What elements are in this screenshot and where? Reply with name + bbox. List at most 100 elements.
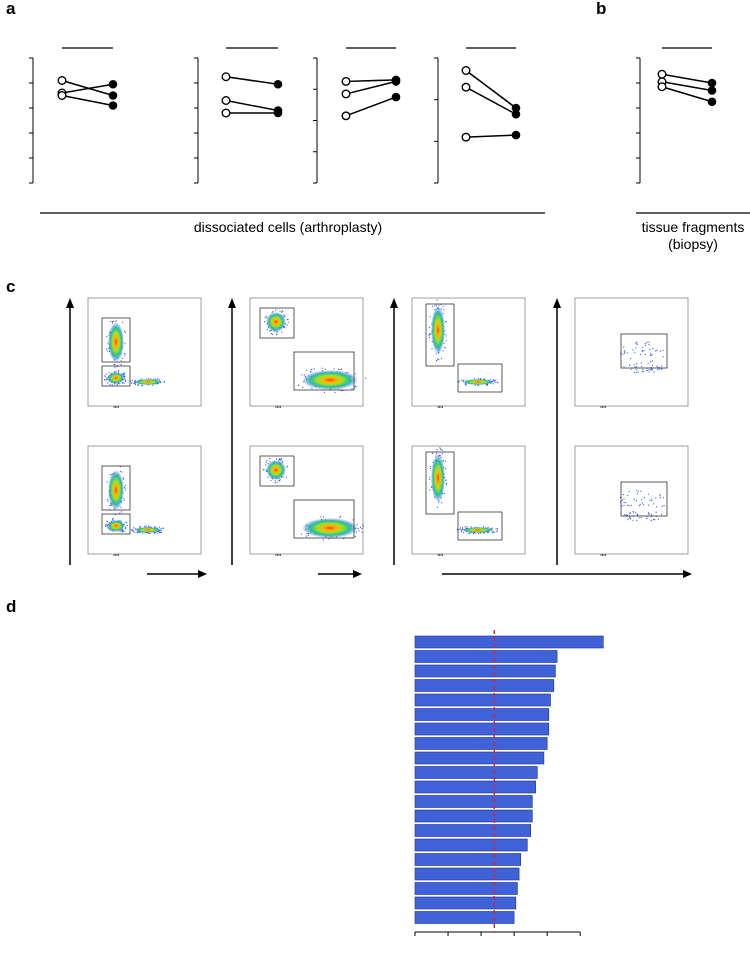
event-dot bbox=[460, 529, 462, 531]
event-dot bbox=[643, 504, 645, 506]
event-dot bbox=[278, 458, 280, 460]
event-dot bbox=[657, 369, 659, 371]
event-dot bbox=[137, 384, 139, 386]
event-dot bbox=[661, 505, 663, 507]
event-dot bbox=[644, 344, 646, 346]
event-dot bbox=[262, 469, 264, 471]
event-dot bbox=[362, 526, 365, 528]
event-dot bbox=[124, 484, 126, 486]
event-dot bbox=[492, 531, 494, 533]
flow-plot bbox=[411, 297, 526, 408]
event-dot bbox=[629, 364, 631, 366]
event-dot bbox=[121, 471, 123, 473]
frozen-point bbox=[108, 91, 118, 100]
event-dot bbox=[124, 521, 126, 523]
event-dot bbox=[111, 320, 114, 323]
event-dot bbox=[281, 311, 283, 313]
event-dot bbox=[445, 321, 447, 323]
event-dot bbox=[340, 390, 342, 392]
gate bbox=[101, 317, 131, 363]
event-dot bbox=[650, 361, 652, 363]
event-dot bbox=[623, 514, 625, 516]
density-hotspot bbox=[108, 470, 124, 510]
event-dot bbox=[632, 519, 634, 521]
event-dot bbox=[297, 384, 299, 386]
event-dot bbox=[459, 527, 461, 529]
density-hotspot bbox=[462, 379, 494, 385]
event-dot bbox=[429, 489, 431, 491]
event-dot bbox=[478, 533, 480, 535]
event-dot bbox=[264, 317, 266, 319]
panel-letter-d: d bbox=[6, 597, 16, 616]
event-dot bbox=[323, 516, 325, 518]
event-dot bbox=[648, 371, 650, 373]
event-dot bbox=[495, 379, 497, 381]
event-dot bbox=[635, 342, 637, 344]
event-dot bbox=[124, 331, 127, 333]
event-dot bbox=[650, 513, 653, 515]
event-dot bbox=[636, 493, 639, 495]
event-dot bbox=[123, 499, 125, 501]
density-hotspot bbox=[134, 379, 162, 385]
event-dot bbox=[634, 351, 636, 353]
event-dot bbox=[474, 384, 476, 387]
pathway-bar bbox=[414, 853, 521, 866]
event-dot bbox=[462, 531, 464, 534]
event-dot bbox=[118, 370, 120, 372]
event-dot bbox=[656, 506, 658, 508]
event-dot bbox=[636, 513, 638, 515]
event-dot bbox=[429, 467, 431, 469]
flow-plot bbox=[87, 297, 202, 408]
event-dot bbox=[624, 352, 626, 354]
plot-frame bbox=[411, 445, 526, 555]
event-dot bbox=[633, 364, 635, 366]
event-dot bbox=[341, 368, 343, 370]
event-dot bbox=[276, 481, 278, 483]
event-dot bbox=[627, 504, 629, 506]
event-dot bbox=[662, 349, 664, 351]
event-dot bbox=[324, 368, 326, 370]
event-dot bbox=[445, 479, 447, 481]
plot-frame bbox=[574, 297, 689, 407]
event-dot bbox=[126, 522, 128, 524]
pair-line bbox=[61, 94, 114, 107]
event-dot bbox=[652, 503, 655, 505]
density-hotspot bbox=[107, 520, 125, 532]
event-dot bbox=[647, 363, 649, 365]
event-dot bbox=[441, 453, 443, 455]
event-dot bbox=[460, 531, 462, 533]
event-dot bbox=[651, 368, 653, 370]
event-dot bbox=[659, 496, 662, 499]
event-dot bbox=[270, 333, 272, 335]
event-dot bbox=[126, 525, 128, 527]
gate bbox=[620, 333, 668, 369]
event-dot bbox=[621, 505, 623, 507]
event-dot bbox=[122, 530, 124, 532]
event-dot bbox=[438, 359, 440, 361]
event-dot bbox=[121, 357, 124, 359]
pathway-bar bbox=[414, 795, 533, 808]
event-dot bbox=[628, 505, 630, 507]
pair-line bbox=[661, 86, 713, 103]
event-dot bbox=[310, 370, 312, 373]
pair-line bbox=[661, 81, 713, 92]
event-dot bbox=[441, 502, 443, 504]
event-dot bbox=[301, 374, 303, 376]
pathway-bar bbox=[414, 722, 550, 736]
event-dot bbox=[339, 368, 341, 370]
density-hotspot bbox=[266, 460, 286, 480]
event-dot bbox=[123, 497, 125, 499]
event-dot bbox=[623, 501, 625, 504]
event-dot bbox=[634, 366, 636, 368]
event-dot bbox=[636, 369, 638, 371]
event-dot bbox=[635, 371, 638, 373]
event-dot bbox=[649, 354, 652, 356]
event-dot bbox=[428, 336, 431, 339]
event-dot bbox=[162, 528, 164, 530]
event-dot bbox=[106, 350, 108, 352]
event-dot bbox=[492, 379, 494, 381]
event-dot bbox=[124, 353, 126, 355]
event-dot bbox=[320, 516, 322, 518]
event-dot bbox=[477, 378, 480, 380]
event-dot bbox=[431, 305, 434, 307]
